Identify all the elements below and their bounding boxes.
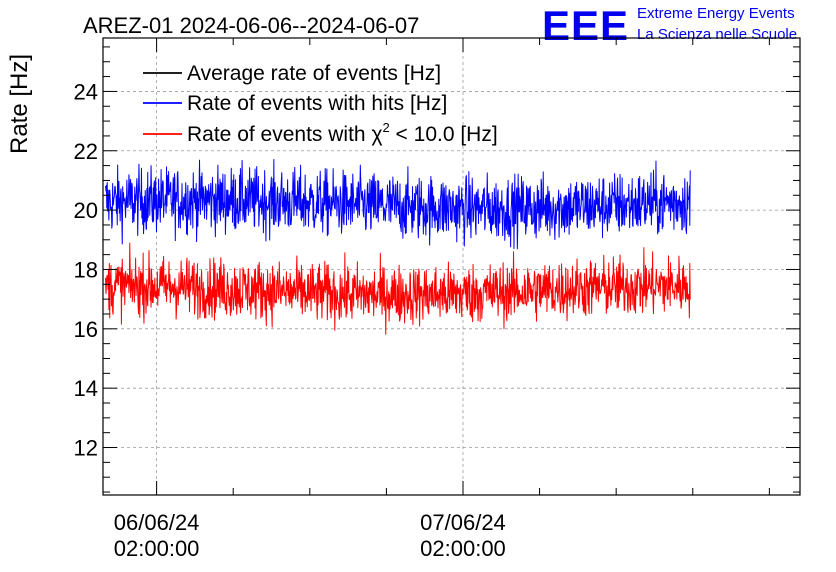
series-line-chi2 (105, 242, 691, 335)
y-tick-label: 24 (74, 79, 98, 104)
x-tick-label-time: 02:00:00 (420, 536, 506, 561)
x-tick-label-date: 07/06/24 (420, 510, 506, 535)
legend-entry-chi2: Rate of events with χ2 < 10.0 [Hz] (187, 120, 498, 146)
plot-frame (102, 37, 801, 496)
logo-line-2: La Scienza nelle Scuole (637, 26, 797, 43)
chart-title: AREZ-01 2024-06-06--2024-06-07 (83, 13, 419, 38)
series-layer (105, 159, 691, 335)
legend-entry-hits: Rate of events with hits [Hz] (187, 92, 447, 115)
legend-entry-chi2-prefix: Rate of events with (187, 123, 371, 146)
y-tick-label: 14 (74, 376, 98, 401)
axes: 1214161820222406/06/2402:00:0007/06/2402… (74, 38, 800, 561)
y-tick-label: 18 (74, 257, 98, 282)
x-tick-label-date: 06/06/24 (114, 510, 200, 535)
y-axis-label: Rate [Hz] (6, 54, 33, 154)
y-tick-label: 20 (74, 198, 98, 223)
legend-entry-chi2-sup: 2 (382, 120, 389, 135)
series-line-hits (105, 159, 691, 250)
y-tick-label: 12 (74, 436, 98, 461)
y-tick-label: 16 (74, 317, 98, 342)
legend: Average rate of events [Hz] Rate of even… (143, 62, 498, 146)
legend-entry-average: Average rate of events [Hz] (187, 62, 441, 85)
legend-entry-chi2-symbol: χ (371, 123, 382, 146)
x-tick-label-time: 02:00:00 (114, 536, 200, 561)
y-tick-label: 22 (74, 139, 98, 164)
logo-line-1: Extreme Energy Events (637, 5, 795, 22)
logo-mark: EEE (542, 2, 629, 49)
legend-entry-chi2-suffix: < 10.0 [Hz] (390, 123, 498, 146)
eee-logo: EEE Extreme Energy Events La Scienza nel… (542, 2, 797, 49)
